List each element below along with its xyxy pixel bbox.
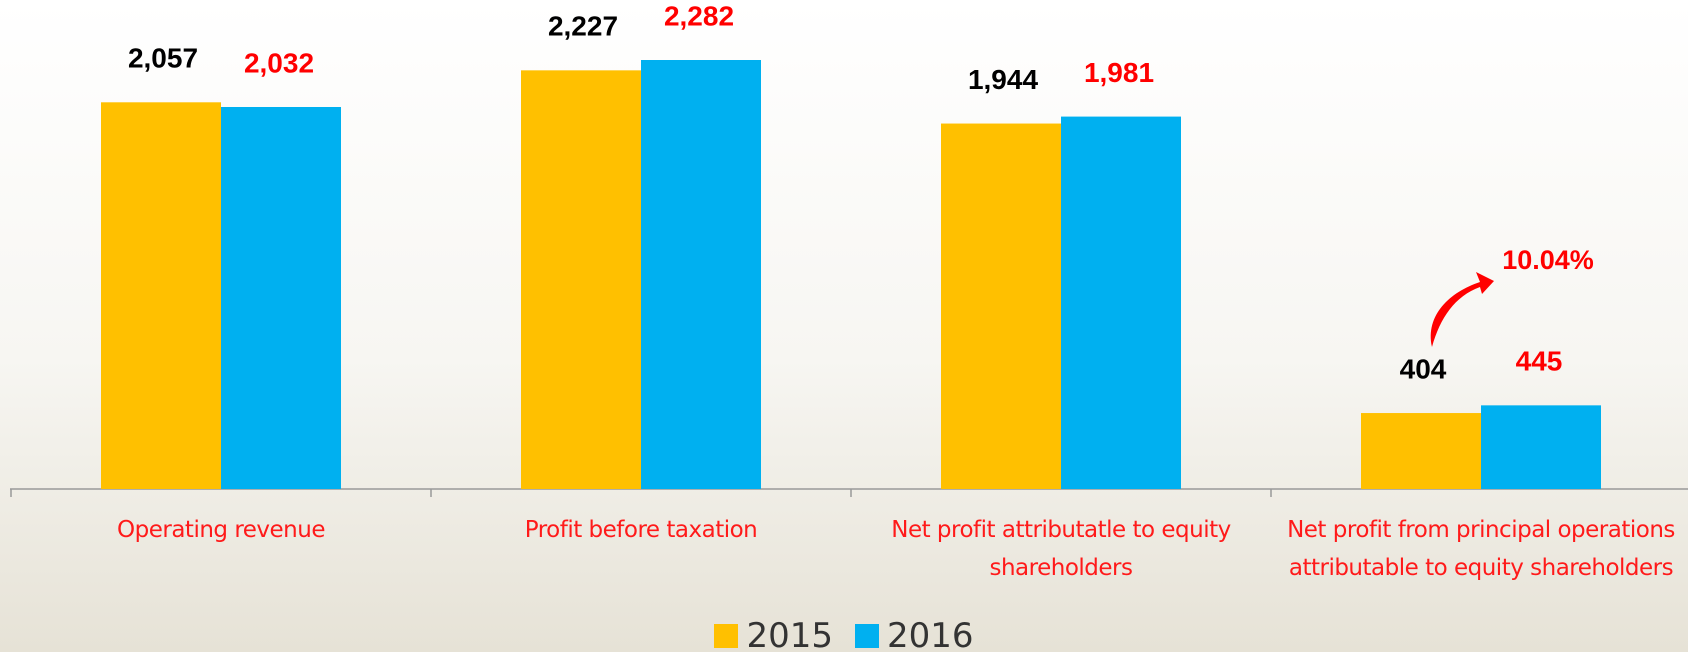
legend-swatch — [855, 624, 879, 648]
data-label: 404 — [1400, 353, 1447, 384]
x-tick-label: Operating revenue — [117, 517, 325, 543]
data-label: 2,057 — [128, 43, 198, 74]
bar — [521, 70, 641, 490]
legend: 2015 2016 — [0, 616, 1688, 652]
bar — [1361, 413, 1481, 489]
legend-item: 2015 — [714, 616, 833, 652]
bar — [941, 123, 1061, 490]
x-tick-label: Net profit attributatle to equity shareh… — [891, 517, 1231, 581]
x-tick-label: Profit before taxation — [524, 517, 758, 543]
annotation: 10.04% — [1502, 245, 1594, 275]
legend-label: 2016 — [887, 616, 974, 652]
data-label: 1,981 — [1084, 57, 1154, 88]
x-tick-label: Net profit from principal operations att… — [1287, 517, 1675, 581]
bar — [1481, 405, 1601, 489]
data-label: 445 — [1516, 346, 1563, 377]
legend-swatch — [714, 624, 739, 648]
data-label: 2,227 — [548, 11, 618, 42]
data-label: 2,032 — [244, 47, 314, 78]
bar — [221, 106, 341, 490]
data-label: 2,282 — [664, 0, 734, 31]
growth-arrow — [1430, 272, 1494, 347]
bar — [1061, 116, 1181, 490]
bar — [641, 60, 761, 489]
bar — [101, 102, 221, 489]
data-label: 1,944 — [968, 64, 1038, 95]
legend-label: 2015 — [746, 616, 833, 652]
legend-item: 2016 — [855, 616, 974, 652]
